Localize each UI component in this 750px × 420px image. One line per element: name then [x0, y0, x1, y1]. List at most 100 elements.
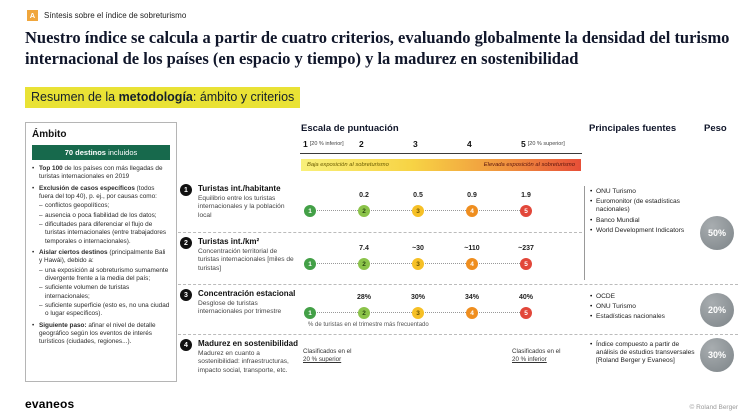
criterion-number-badge: 3 — [180, 289, 192, 301]
criterion-body: Turistas int./km² Concentración territor… — [198, 237, 298, 273]
criterion-number-badge: 2 — [180, 237, 192, 249]
tick-note: [20 % inferior] — [309, 140, 344, 147]
score-dot-5: 5 — [520, 307, 532, 319]
score-dot-5: 5 — [520, 258, 532, 270]
score-dot-4: 4 — [466, 307, 478, 319]
scope-bullet-lead: Siguiente paso: — [39, 321, 87, 329]
criterion-title: Madurez en sostenibilidad — [198, 339, 299, 348]
scale-tick-1: 1 [20 % inferior] — [303, 139, 344, 149]
score-dot-2: 2 — [358, 307, 370, 319]
score-dot-4: 4 — [466, 205, 478, 217]
score-dot-5: 5 — [520, 205, 532, 217]
criterion-title: Turistas int./habitante — [198, 184, 281, 193]
classification-value: 20 % superior — [303, 356, 342, 364]
score-dot-1: 1 — [304, 258, 316, 270]
score-dot-3: 3 — [412, 307, 424, 319]
sources-column-header: Principales fuentes — [589, 123, 677, 134]
scope-sub-bullet: suficiente superficie (esto es, no una c… — [32, 302, 170, 319]
evaneos-logo: evaneos — [25, 397, 75, 411]
scope-bullet: Siguiente paso: afinar el nivel de detal… — [32, 322, 170, 347]
subtitle-highlight: Resumen de la metodología: ámbito y crit… — [25, 87, 301, 108]
scale-tick-2: 2 — [359, 139, 364, 149]
criterion-head: 2 Turistas int./km² Concentración territ… — [180, 237, 298, 273]
threshold-value: ~237 — [518, 245, 534, 252]
classification-value: 20 % inferior — [512, 356, 547, 364]
scale-column-header: Escala de puntuación — [301, 123, 399, 134]
threshold-value: 0.5 — [413, 192, 423, 199]
scope-bullet: Exclusión de casos específicos (todos fu… — [32, 185, 170, 202]
tick-note: [20 % superior] — [527, 140, 565, 147]
scope-bullet-lead: Exclusión de casos específicos — [39, 184, 135, 192]
source-item: ONU Turismo — [590, 188, 700, 196]
classification-bottom-label: Clasificados en el 20 % inferior — [512, 348, 574, 365]
source-item: OCDE — [590, 293, 700, 301]
criterion-description: Concentración territorial de turistas in… — [198, 248, 294, 272]
threshold-value: 7.4 — [359, 245, 369, 252]
weight-column-header: Peso — [704, 123, 727, 134]
scope-sub-bullet: dificultades para diferenciar el flujo d… — [32, 221, 170, 246]
threshold-value: 1.9 — [521, 192, 531, 199]
row-separator — [178, 232, 582, 233]
sources-list: OCDE ONU Turismo Estadísticas nacionales — [590, 293, 700, 322]
scope-sub-bullet: conflictos geopolíticos; — [32, 202, 170, 211]
scope-bullet-lead: Top 100 — [39, 165, 63, 172]
tick-number: 2 — [359, 139, 364, 149]
source-item: ONU Turismo — [590, 303, 700, 311]
criterion-body: Madurez en sostenibilidad Madurez en cua… — [198, 339, 298, 375]
criterion-2-scale: 1 2 3 4 5 — [300, 258, 532, 270]
scale-tick-3: 3 — [413, 139, 418, 149]
scope-bullet: Aislar ciertos destinos (principalmente … — [32, 249, 170, 266]
scope-bullet-lead: Aislar ciertos destinos — [39, 248, 108, 256]
scope-badge-bold: 70 destinos — [64, 148, 106, 157]
criterion-3-values: 28% 30% 34% 40% — [300, 294, 533, 303]
tick-number: 4 — [467, 139, 472, 149]
source-item: Euromonitor (de estadísticas nacionales) — [590, 198, 700, 214]
weight-badge-20: 20% — [700, 293, 734, 327]
scope-title: Ámbito — [32, 129, 67, 140]
score-dot-1: 1 — [304, 205, 316, 217]
criterion-4: 4 Madurez en sostenibilidad Madurez en c… — [180, 339, 298, 375]
scope-sub-bullet: una exposición al sobreturismo sumamente… — [32, 267, 170, 284]
scope-bullet-text: de los países con más llegadas de turist… — [39, 165, 163, 181]
classification-text: Clasificados en el — [512, 348, 561, 355]
tick-number: 5 — [521, 139, 526, 149]
subtitle-pre: Resumen de la — [31, 90, 119, 104]
sources-group-3: Índice compuesto a partir de análisis de… — [590, 339, 700, 366]
score-dot-3: 3 — [412, 205, 424, 217]
scope-sub-bullet: suficiente volumen de turistas internaci… — [32, 284, 170, 301]
criterion-2-values: 7.4 ~30 ~110 ~237 — [300, 245, 534, 254]
criterion-3-scale: 1 2 3 4 5 — [300, 307, 532, 319]
criterion-head: 1 Turistas int./habitante Equilibrio ent… — [180, 184, 298, 220]
subtitle-bold: metodología — [118, 90, 193, 104]
criterion-1-values: 0.2 0.5 0.9 1.9 — [300, 192, 532, 201]
tick-number: 3 — [413, 139, 418, 149]
classification-top-label: Clasificados en el 20 % superior — [303, 348, 365, 365]
sources-list: Índice compuesto a partir de análisis de… — [590, 341, 700, 366]
scope-bullet: Top 100 de los países con más llegadas d… — [32, 165, 170, 182]
scale-tick-4: 4 — [467, 139, 472, 149]
source-item: Estadísticas nacionales — [590, 313, 700, 321]
subtitle: Resumen de la metodología: ámbito y crit… — [25, 87, 301, 108]
criterion-description: Desglose de turistas internacionales por… — [198, 300, 282, 316]
score-dot-2: 2 — [358, 205, 370, 217]
scope-badge: 70 destinos incluidos — [32, 145, 170, 160]
criterion-1: 1 Turistas int./habitante Equilibrio ent… — [180, 184, 298, 220]
weight-badge-50: 50% — [700, 216, 734, 250]
quarter-footnote: % de turistas en el trimestre más frecue… — [308, 322, 429, 328]
subtitle-post: : ámbito y criterios — [192, 90, 295, 104]
criterion-title: Turistas int./km² — [198, 237, 260, 246]
threshold-value: 0.2 — [359, 192, 369, 199]
threshold-value: 34% — [464, 294, 479, 301]
row-separator — [178, 334, 738, 335]
scope-bullet-text: afinar el nivel de detalle geográfico se… — [39, 321, 156, 346]
sources-group-divider — [584, 186, 585, 280]
source-item: Índice compuesto a partir de análisis de… — [590, 341, 700, 366]
band-label-low: Baja exposición al sobreturismo — [307, 162, 389, 168]
kicker: A Síntesis sobre el índice de sobreturis… — [27, 10, 186, 21]
scope-bullet-text: (principalmente Bali y Hawái), debido a: — [39, 248, 166, 265]
criterion-number-badge: 1 — [180, 184, 192, 196]
threshold-value: ~30 — [412, 245, 424, 252]
score-dot-3: 3 — [412, 258, 424, 270]
source-item: World Development Indicators — [590, 227, 700, 235]
